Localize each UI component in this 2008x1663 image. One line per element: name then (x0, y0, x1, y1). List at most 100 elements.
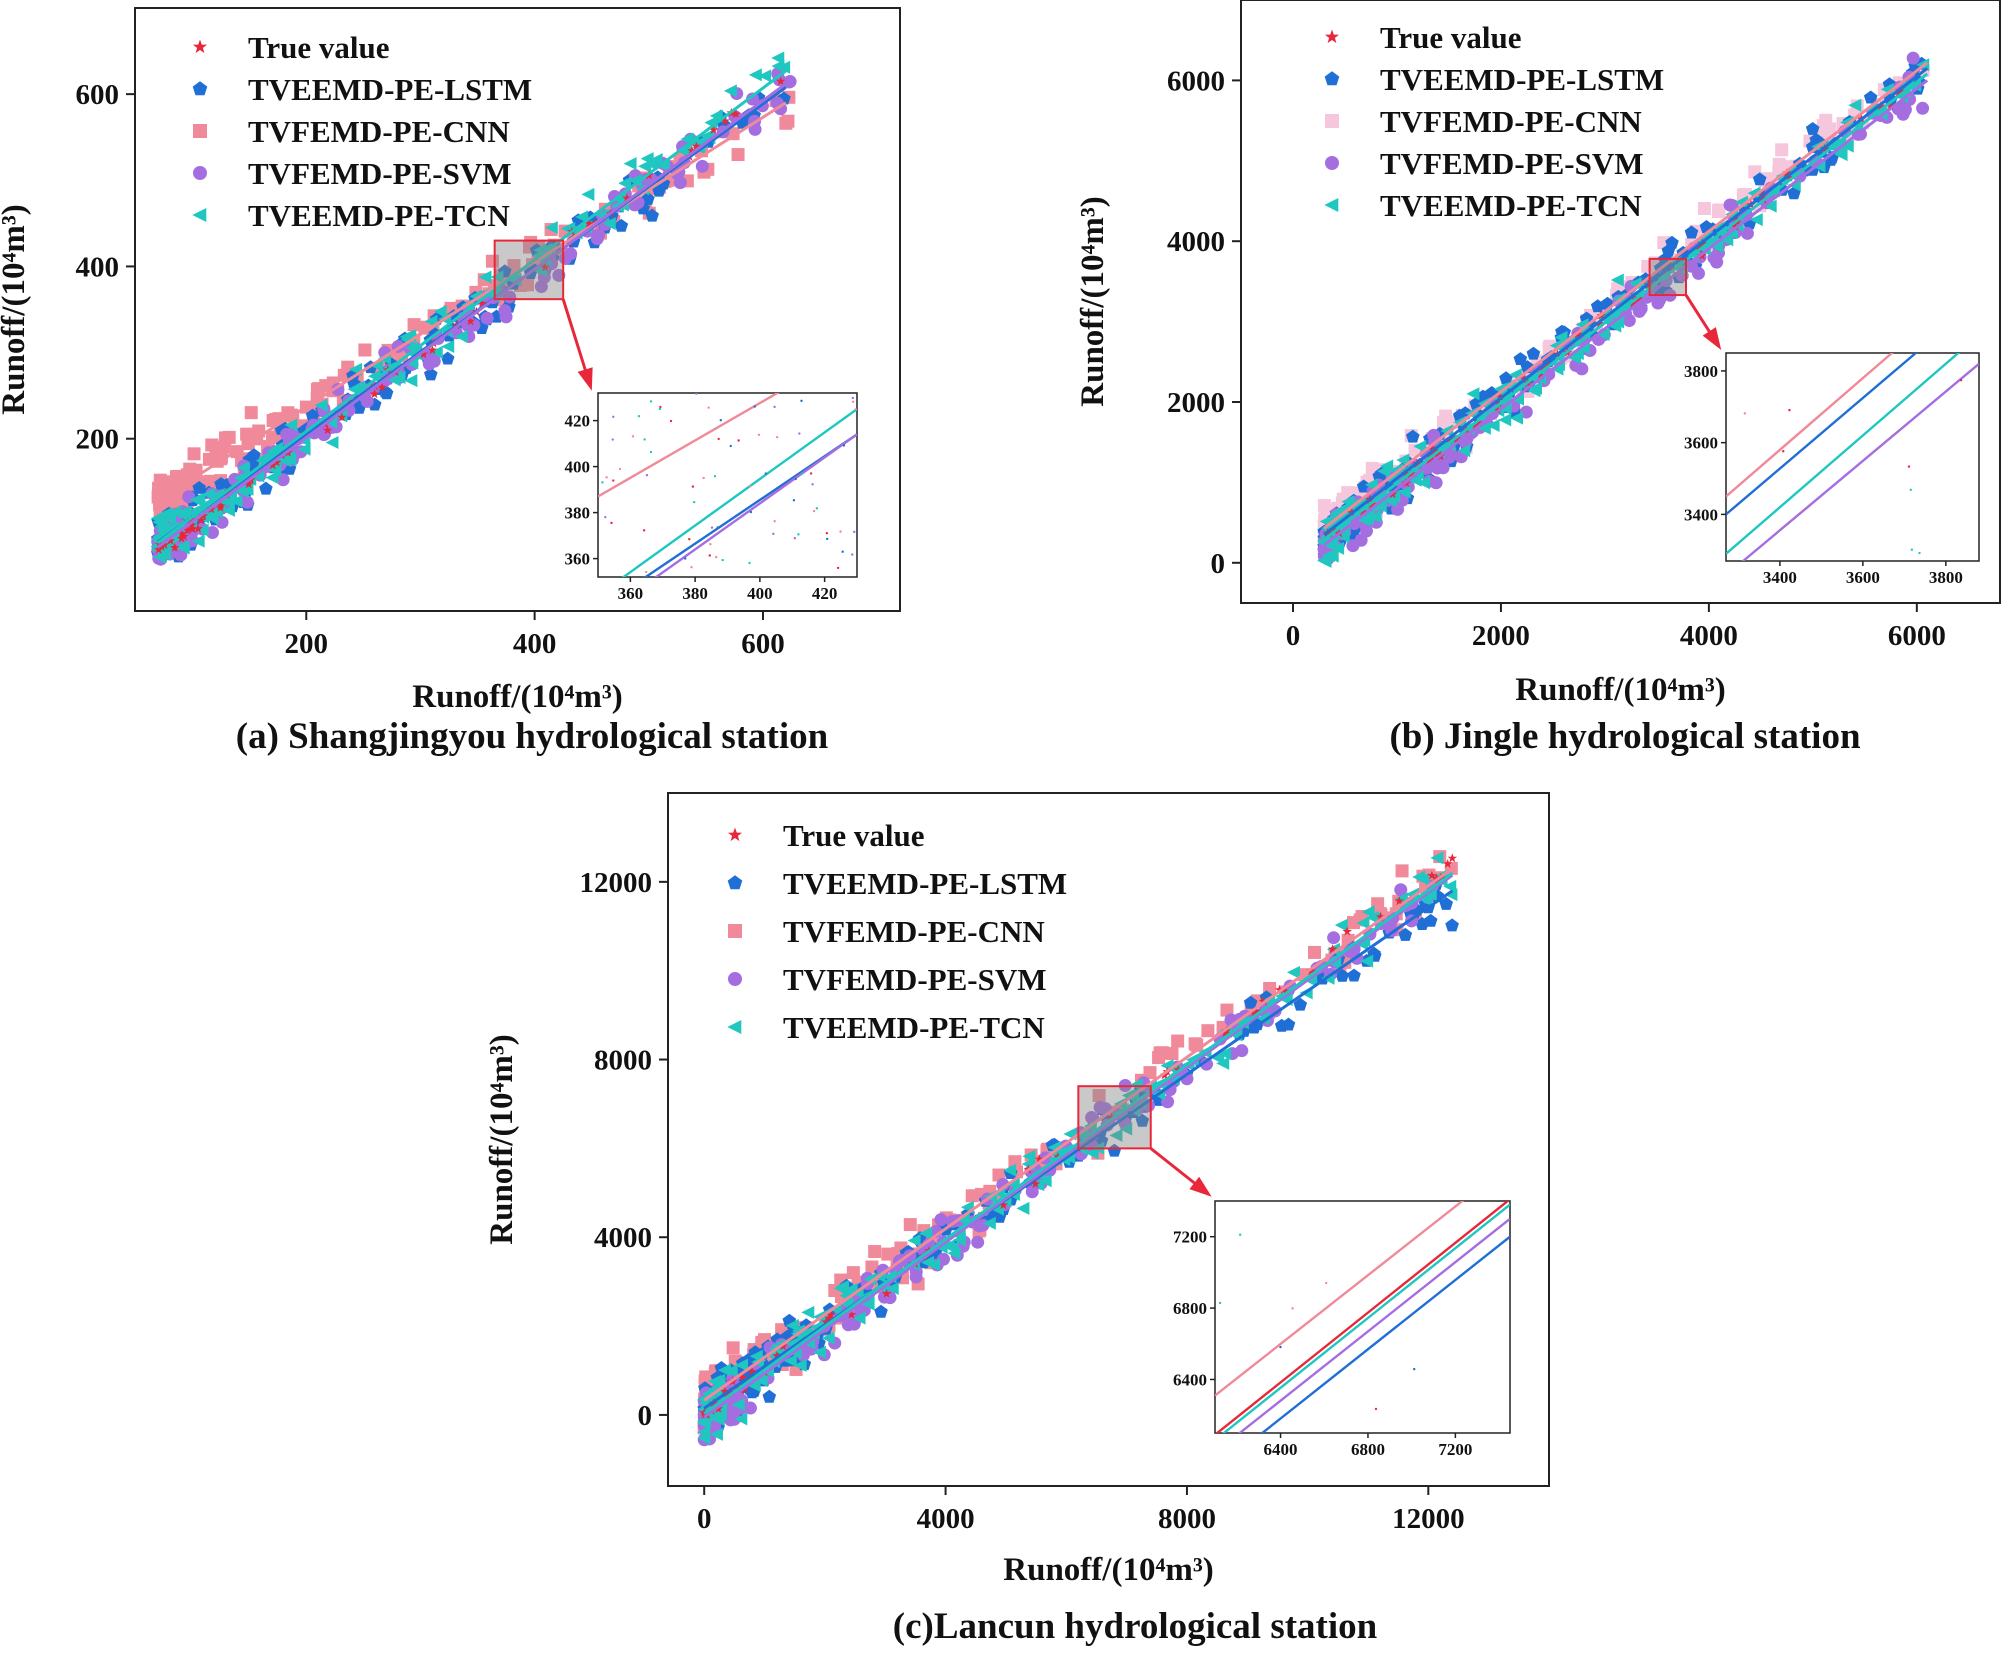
data-point (440, 351, 455, 365)
data-point (1406, 429, 1420, 443)
data-point (1610, 273, 1624, 287)
data-point (998, 1200, 1009, 1210)
inset-data-point (800, 399, 803, 403)
data-point (370, 358, 384, 372)
y-tick-label: 8000 (594, 1045, 652, 1077)
data-point (852, 1311, 866, 1325)
data-point (581, 187, 595, 201)
data-point (691, 141, 702, 151)
inset-data-point (612, 415, 615, 418)
data-point (1220, 1003, 1234, 1017)
legend-entry: TVEEMD-PE-TCN (783, 1010, 1045, 1045)
data-point (540, 262, 550, 272)
data-point (1653, 293, 1667, 307)
data-point (478, 270, 492, 284)
data-point (429, 345, 443, 359)
legend-marker (193, 166, 207, 180)
legend-entry: TVEEMD-PE-TCN (1380, 188, 1642, 223)
data-point (1699, 229, 1713, 243)
inset-fit-line (1215, 1201, 1465, 1397)
fit-line (1323, 67, 1929, 536)
data-point (1885, 101, 1896, 111)
data-point (709, 1427, 723, 1441)
data-point (1542, 359, 1553, 369)
legend-entry: TVEEMD-PE-TCN (248, 198, 510, 233)
data-point (1216, 1056, 1230, 1070)
data-point (821, 1331, 835, 1345)
data-point (1200, 1057, 1214, 1071)
data-point (163, 512, 177, 526)
inset-data-point (749, 510, 753, 514)
data-point (1398, 927, 1413, 941)
data-point (152, 481, 166, 495)
data-point (1445, 918, 1459, 932)
legend-entry: True value (783, 818, 925, 853)
x-tick-label: 0 (697, 1503, 712, 1535)
data-point (1440, 424, 1454, 438)
fit-line (1323, 61, 1929, 530)
data-point (278, 454, 292, 468)
data-point (720, 116, 730, 126)
data-point (221, 495, 235, 509)
data-point (726, 1341, 740, 1355)
inset-data-point (841, 550, 844, 553)
data-point (1641, 259, 1655, 273)
panel-caption: (c)Lancun hydrological station (893, 1606, 1378, 1647)
data-point (775, 76, 786, 86)
data-point (1416, 476, 1430, 490)
data-point (187, 524, 198, 534)
data-point (762, 1389, 777, 1403)
data-point (441, 339, 455, 353)
inset-data-point (1782, 450, 1785, 453)
inset-data-point (645, 473, 649, 477)
inset-data-point (601, 481, 604, 484)
x-tick-label: 4000 (917, 1503, 975, 1535)
data-point (480, 311, 494, 325)
data-point (195, 523, 209, 537)
data-point (868, 1245, 882, 1259)
data-point (723, 84, 737, 98)
data-point (1003, 1163, 1017, 1177)
data-point (1510, 411, 1524, 425)
data-point (1607, 307, 1621, 321)
inset-data-point (610, 521, 613, 525)
data-point (433, 305, 447, 319)
data-point (1368, 510, 1382, 524)
inset-fit-line (621, 408, 857, 577)
data-point (697, 1425, 711, 1439)
data-point (737, 1372, 748, 1382)
inset-data-point (709, 542, 712, 546)
data-point (337, 412, 347, 422)
data-point (861, 1297, 875, 1311)
inset-data-point (737, 439, 740, 442)
inset-y-tick-label: 420 (565, 412, 591, 431)
chart-panel-a: 200 400 600 200 400 600 360 380 400 420 360 380 400 4… (0, 7, 901, 757)
data-point (731, 148, 745, 162)
data-point (404, 374, 418, 388)
data-point (1740, 226, 1754, 240)
data-point (520, 278, 534, 292)
data-point (182, 525, 193, 535)
data-point (205, 438, 219, 452)
legend-marker (192, 208, 207, 222)
data-point (490, 270, 504, 284)
inset-data-point (1324, 1281, 1328, 1285)
data-point (1188, 1037, 1202, 1051)
data-point (771, 51, 785, 65)
data-point (1008, 1155, 1022, 1169)
inset-data-point (836, 566, 840, 570)
data-point (1596, 327, 1610, 341)
inset-y-tick-label: 3600 (1684, 434, 1718, 453)
chart-panel-c: 0 4000 8000 12000 0 4000 8000 12000 6400 6800 7200… (484, 792, 1550, 1647)
data-point (1432, 876, 1443, 886)
data-point (369, 389, 380, 399)
data-point (1540, 352, 1555, 366)
data-point (919, 1226, 933, 1240)
inset-data-point (851, 553, 854, 556)
data-point (743, 1401, 757, 1415)
data-point (427, 345, 438, 355)
data-point (268, 460, 278, 470)
y-tick-label: 200 (76, 424, 120, 456)
data-point (1519, 405, 1533, 419)
inset-data-point (658, 407, 662, 411)
